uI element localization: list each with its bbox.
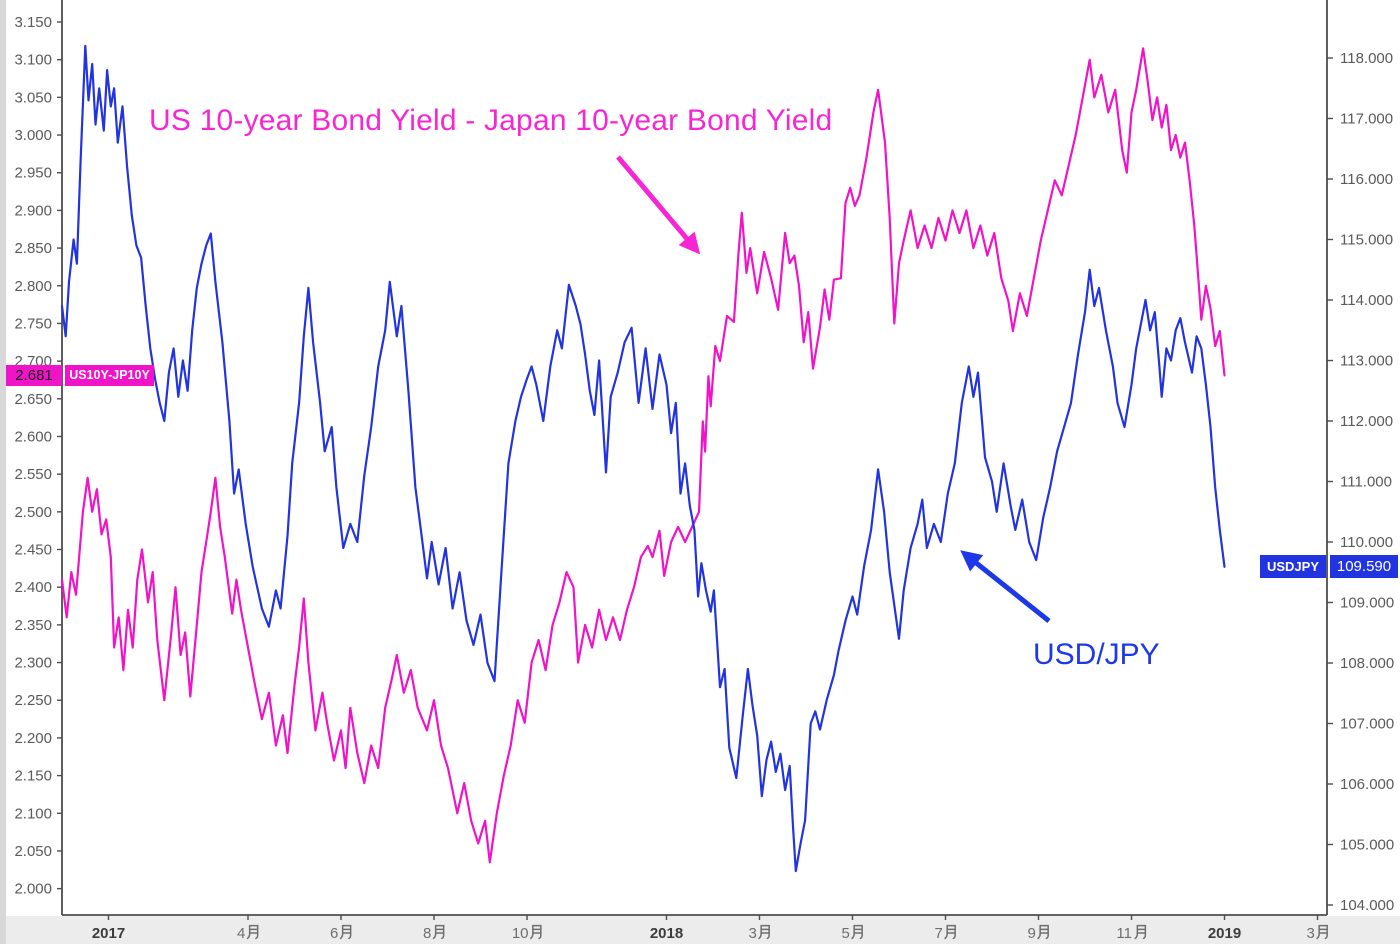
spread-price-tag: 2.681 bbox=[6, 364, 62, 386]
x-axis-label-month: 6 bbox=[330, 925, 338, 942]
x-axis-label-month: 7 bbox=[935, 925, 943, 942]
spread-series-tag: US10Y-JP10Y bbox=[65, 364, 154, 386]
y-axis-label-left: 2.150 bbox=[14, 768, 52, 785]
y-axis-label-left: 2.250 bbox=[14, 692, 52, 709]
y-axis-label-right: 111.000 bbox=[1340, 474, 1392, 491]
y-axis-label-left: 2.850 bbox=[14, 240, 52, 257]
y-axis-label-left: 2.200 bbox=[14, 730, 52, 747]
y-axis-label-right: 110.000 bbox=[1340, 534, 1393, 551]
y-axis-label-left: 2.400 bbox=[14, 579, 52, 596]
y-axis-label-left: 2.350 bbox=[14, 617, 52, 634]
month-kanji-glyph bbox=[246, 924, 259, 940]
y-axis-label-left: 2.500 bbox=[14, 504, 52, 521]
series-line-usdjpy bbox=[60, 44, 1226, 873]
month-kanji-glyph bbox=[432, 924, 445, 940]
y-axis-label-left: 3.150 bbox=[14, 14, 52, 31]
x-axis-label-year: 2019 bbox=[1208, 925, 1241, 942]
y-axis-label-left: 2.050 bbox=[14, 843, 52, 860]
bottom-axis-band bbox=[0, 916, 1400, 944]
y-axis-label-right: 107.000 bbox=[1340, 716, 1394, 733]
y-axis-label-right: 112.000 bbox=[1340, 413, 1393, 430]
y-axis-label-left: 3.100 bbox=[14, 52, 52, 69]
y-axis-label-right: 116.000 bbox=[1340, 171, 1393, 188]
x-axis-label-month: 11 bbox=[1116, 925, 1132, 942]
month-kanji-glyph bbox=[944, 924, 956, 940]
x-axis-label-month: 9 bbox=[1028, 925, 1036, 942]
y-axis-label-left: 2.450 bbox=[14, 542, 52, 559]
x-axis-label-month: 4 bbox=[237, 925, 245, 942]
x-axis-label-month: 10 bbox=[512, 925, 529, 942]
y-axis-label-right: 106.000 bbox=[1340, 776, 1394, 793]
y-axis-label-right: 114.000 bbox=[1340, 292, 1393, 309]
month-kanji-glyph bbox=[758, 924, 770, 940]
month-kanji-glyph bbox=[1037, 924, 1049, 940]
y-axis-label-left: 2.000 bbox=[14, 881, 52, 898]
y-axis-label-right: 118.000 bbox=[1340, 50, 1393, 67]
series-line-us10y-jp10y bbox=[60, 47, 1226, 864]
month-kanji-glyph bbox=[530, 924, 542, 940]
y-axis-label-right: 108.000 bbox=[1340, 655, 1394, 672]
y-axis-label-right: 104.000 bbox=[1340, 897, 1394, 914]
y-axis-label-left: 3.000 bbox=[14, 127, 52, 144]
x-axis-label-month: 5 bbox=[842, 925, 850, 942]
y-axis-label-left: 2.600 bbox=[14, 428, 52, 445]
y-axis-label-right: 105.000 bbox=[1340, 837, 1394, 854]
usdjpy-annotation-arrow bbox=[960, 550, 1051, 623]
y-axis-label-left: 2.750 bbox=[14, 315, 52, 332]
y-axis-label-left: 2.550 bbox=[14, 466, 52, 483]
month-kanji-glyph bbox=[1316, 924, 1328, 940]
x-axis-label-month: 8 bbox=[423, 925, 431, 942]
x-axis-label-month: 3 bbox=[1307, 925, 1315, 942]
y-axis-label-right: 117.000 bbox=[1340, 111, 1393, 128]
y-axis-label-right: 115.000 bbox=[1340, 232, 1393, 249]
y-axis-label-left: 2.900 bbox=[14, 202, 52, 219]
left-edge-strip bbox=[0, 0, 6, 944]
y-axis-label-left: 2.650 bbox=[14, 391, 52, 408]
y-axis-label-right: 109.000 bbox=[1340, 595, 1394, 612]
y-axis-label-right: 113.000 bbox=[1340, 353, 1393, 370]
x-axis-label-year: 2018 bbox=[650, 925, 683, 942]
y-axis-label-left: 2.800 bbox=[14, 278, 52, 295]
month-kanji-glyph bbox=[851, 924, 863, 940]
y-axis-label-left: 2.100 bbox=[14, 805, 52, 822]
y-axis-label-left: 2.300 bbox=[14, 655, 52, 672]
x-axis-label-year: 2017 bbox=[92, 925, 125, 942]
y-axis-label-left: 2.950 bbox=[14, 165, 52, 182]
month-kanji-glyph bbox=[339, 924, 352, 940]
usdjpy-series-tag: USDJPY bbox=[1260, 555, 1326, 579]
x-axis-label-month: 3 bbox=[749, 925, 757, 942]
spread-annotation-arrow bbox=[616, 155, 701, 255]
y-axis-label-left: 3.050 bbox=[14, 89, 52, 106]
month-kanji-glyph bbox=[1134, 924, 1147, 940]
usdjpy-price-tag: 109.590 bbox=[1330, 555, 1398, 579]
